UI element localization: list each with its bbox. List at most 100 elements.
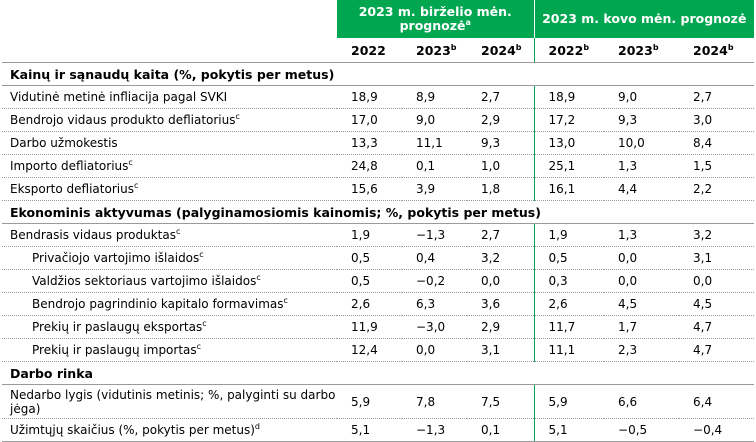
value-cell: 1,3 bbox=[604, 223, 680, 247]
value-cell: 2,7 bbox=[467, 85, 535, 109]
value-cell: 18,9 bbox=[337, 85, 402, 109]
value-cell: 0,5 bbox=[337, 246, 402, 270]
year-label: 2022 bbox=[548, 42, 584, 58]
row-label-text: Prekių ir paslaugų eksportas bbox=[32, 320, 203, 334]
table-row: Importo defliatoriusc 24,8 0,1 1,0 25,1 1,3 1,… bbox=[2, 154, 755, 178]
row-label: Užimtųjų skaičius (%, pokytis per metus)… bbox=[2, 418, 337, 442]
value-cell: 1,8 bbox=[467, 177, 535, 201]
row-label: Privačiojo vartojimo išlaidosc bbox=[2, 246, 337, 270]
value-cell: 1,0 bbox=[467, 154, 535, 178]
value-cell: 0,1 bbox=[402, 154, 467, 178]
row-label: Eksporto defliatoriusc bbox=[2, 177, 337, 201]
value-cell: 4,5 bbox=[604, 292, 680, 316]
row-label-footnote: c bbox=[202, 319, 207, 328]
value-cell: 8,9 bbox=[402, 85, 467, 109]
value-cell: 0,0 bbox=[604, 246, 680, 270]
value-cell: 9,0 bbox=[604, 85, 680, 109]
group-header-march: 2023 m. kovo mėn. prognozė bbox=[533, 0, 755, 38]
year-header-cell: 2023b bbox=[604, 38, 680, 63]
value-cell: 0,4 bbox=[402, 246, 467, 270]
row-label-footnote: c bbox=[256, 273, 261, 282]
row-label: Prekių ir paslaugų importasc bbox=[2, 338, 337, 362]
value-cell: 9,0 bbox=[402, 108, 467, 132]
row-label-text: Bendrojo pagrindinio kapitalo formavimas bbox=[32, 297, 284, 311]
group-header-june-label: 2023 m. birželio mėn. prognozė bbox=[358, 4, 512, 33]
row-label-text: Darbo užmokestis bbox=[10, 136, 118, 150]
value-cell: 9,3 bbox=[604, 108, 680, 132]
row-label: Bendrojo pagrindinio kapitalo formavimas… bbox=[2, 292, 337, 316]
value-cell: 6,6 bbox=[604, 384, 680, 419]
value-cell: 25,1 bbox=[533, 154, 605, 178]
table-row: Bendrojo pagrindinio kapitalo formavimas… bbox=[2, 292, 755, 316]
table-row: Darbo užmokestis 13,3 11,1 9,3 13,0 10,0 8,4 bbox=[2, 131, 755, 155]
value-cell: 9,3 bbox=[467, 131, 535, 155]
row-label-footnote: c bbox=[199, 250, 204, 259]
value-cell: 3,2 bbox=[679, 223, 755, 247]
row-label-footnote: d bbox=[254, 422, 260, 431]
value-cell: 5,1 bbox=[337, 418, 402, 442]
value-cell: −0,2 bbox=[402, 269, 467, 293]
value-cell: 0,3 bbox=[533, 269, 605, 293]
row-label-text: Nedarbo lygis (vidutinis metinis; %, pal… bbox=[10, 387, 336, 416]
value-cell: 17,0 bbox=[337, 108, 402, 132]
group-header-row: 2023 m. birželio mėn. prognozėa 2023 m. … bbox=[2, 0, 755, 38]
value-cell: 4,5 bbox=[679, 292, 755, 316]
row-label: Prekių ir paslaugų eksportasc bbox=[2, 315, 337, 339]
value-cell: 16,1 bbox=[533, 177, 605, 201]
header-blank-cell bbox=[2, 38, 337, 63]
value-cell: 13,0 bbox=[533, 131, 605, 155]
row-label-text: Valdžios sektoriaus vartojimo išlaidos bbox=[32, 274, 257, 288]
year-footnote: b bbox=[652, 42, 659, 52]
year-header-row: 2022 2023b 2024b 2022b 2023b 2024b bbox=[2, 38, 755, 63]
header-blank-cell bbox=[2, 0, 337, 38]
value-cell: 0,5 bbox=[533, 246, 605, 270]
value-cell: 2,3 bbox=[604, 338, 680, 362]
year-header-cell: 2024b bbox=[679, 38, 755, 63]
value-cell: 6,3 bbox=[402, 292, 467, 316]
year-label: 2024 bbox=[693, 42, 728, 58]
value-cell: 2,7 bbox=[467, 223, 535, 247]
value-cell: 12,4 bbox=[337, 338, 402, 362]
value-cell: 5,9 bbox=[533, 384, 605, 419]
row-label-footnote: c bbox=[133, 181, 139, 190]
value-cell: 11,1 bbox=[402, 131, 467, 155]
row-label-text: Užimtųjų skaičius (%, pokytis per metus) bbox=[10, 423, 255, 437]
section-header-row: Kainų ir sąnaudų kaita (%, pokytis per m… bbox=[2, 62, 755, 86]
value-cell: 2,7 bbox=[679, 85, 755, 109]
section-title: Ekonominis aktyvumas (palyginamosiomis k… bbox=[2, 200, 755, 224]
value-cell: 4,7 bbox=[679, 338, 755, 362]
value-cell: 2,6 bbox=[337, 292, 402, 316]
value-cell: 0,1 bbox=[467, 418, 535, 442]
group-header-june-footnote: a bbox=[465, 17, 471, 27]
row-label-footnote: c bbox=[128, 158, 133, 167]
value-cell: 1,7 bbox=[604, 315, 680, 339]
value-cell: 5,9 bbox=[337, 384, 402, 419]
group-header-march-label: 2023 m. kovo mėn. prognozė bbox=[542, 11, 747, 26]
table-body: Kainų ir sąnaudų kaita (%, pokytis per m… bbox=[2, 62, 755, 442]
year-header-cell: 2023b bbox=[402, 38, 467, 63]
value-cell: 3,2 bbox=[467, 246, 535, 270]
row-label-text: Prekių ir paslaugų importas bbox=[32, 343, 197, 357]
value-cell: 1,5 bbox=[679, 154, 755, 178]
section-header-row: Darbo rinka bbox=[2, 361, 755, 385]
row-label-text: Eksporto defliatorius bbox=[10, 182, 134, 196]
year-footnote: b bbox=[727, 42, 734, 52]
section-title: Kainų ir sąnaudų kaita (%, pokytis per m… bbox=[2, 62, 755, 86]
row-label-footnote: c bbox=[235, 112, 240, 121]
value-cell: 0,0 bbox=[604, 269, 680, 293]
value-cell: 3,0 bbox=[679, 108, 755, 132]
row-label-text: Vidutinė metinė infliacija pagal SVKI bbox=[10, 90, 228, 104]
row-label-footnote: c bbox=[196, 342, 202, 351]
value-cell: 24,8 bbox=[337, 154, 402, 178]
row-label: Vidutinė metinė infliacija pagal SVKI bbox=[2, 85, 337, 109]
row-label-text: Importo defliatorius bbox=[10, 159, 129, 173]
value-cell: 2,9 bbox=[467, 315, 535, 339]
year-footnote: b bbox=[583, 42, 590, 52]
table-row: Bendrojo vidaus produkto defliatoriusc 17… bbox=[2, 108, 755, 132]
table-row: Nedarbo lygis (vidutinis metinis; %, pal… bbox=[2, 384, 755, 419]
year-label: 2023 bbox=[618, 42, 653, 58]
value-cell: 13,3 bbox=[337, 131, 402, 155]
row-label: Bendrojo vidaus produkto defliatoriusc bbox=[2, 108, 337, 132]
value-cell: 1,9 bbox=[337, 223, 402, 247]
table-row: Vidutinė metinė infliacija pagal SVKI 18,… bbox=[2, 85, 755, 109]
